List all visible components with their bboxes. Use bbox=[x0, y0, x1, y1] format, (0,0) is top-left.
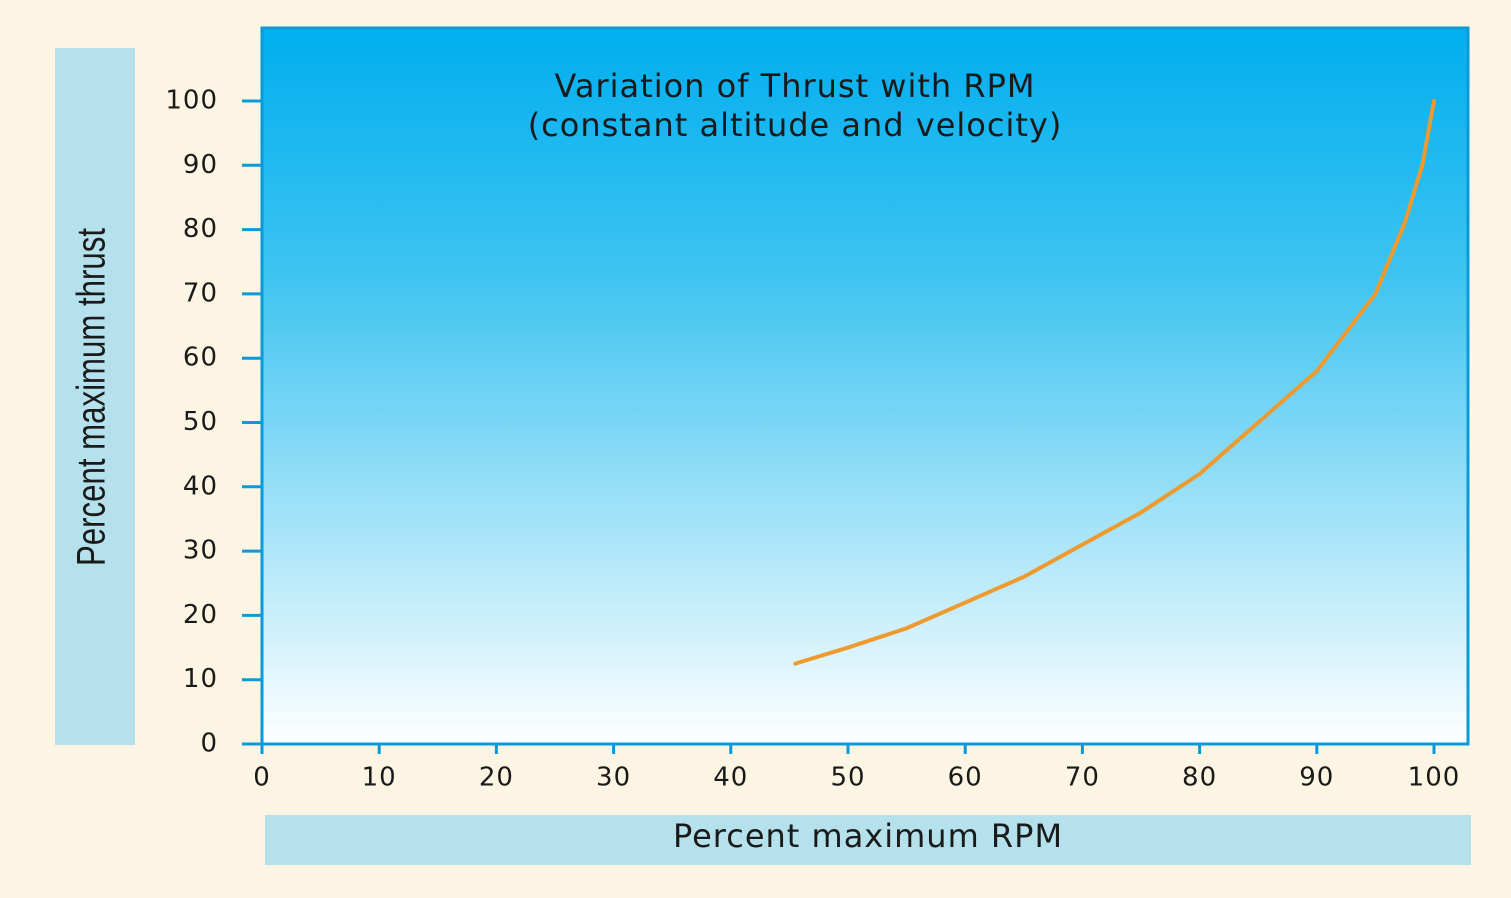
y-tick-label: 90 bbox=[183, 150, 218, 180]
x-axis-label: Percent maximum RPM bbox=[673, 817, 1063, 855]
x-tick-label: 10 bbox=[362, 763, 397, 793]
chart-title: Variation of Thrust with RPM bbox=[554, 67, 1035, 105]
x-tick-label: 0 bbox=[253, 763, 271, 793]
x-tick-label: 100 bbox=[1408, 763, 1461, 793]
y-tick-label: 0 bbox=[200, 729, 218, 759]
y-tick-label: 70 bbox=[183, 278, 218, 308]
x-tick-label: 70 bbox=[1065, 763, 1100, 793]
y-tick-label: 20 bbox=[183, 600, 218, 630]
x-tick-label: 90 bbox=[1299, 763, 1334, 793]
x-tick-label: 30 bbox=[596, 763, 631, 793]
y-axis-label: Percent maximum thrust bbox=[69, 228, 114, 566]
data-line bbox=[793, 99, 1436, 666]
x-tick-label: 20 bbox=[479, 763, 514, 793]
y-tick-label: 30 bbox=[183, 536, 218, 566]
x-tick-label: 40 bbox=[713, 763, 748, 793]
x-tick-label: 80 bbox=[1182, 763, 1217, 793]
x-label-box bbox=[265, 815, 1471, 865]
y-tick-label: 60 bbox=[183, 343, 218, 373]
y-tick-label: 10 bbox=[183, 664, 218, 694]
y-tick-label: 80 bbox=[183, 214, 218, 244]
x-tick-label: 50 bbox=[830, 763, 865, 793]
x-tick-label: 60 bbox=[948, 763, 983, 793]
y-tick-label: 100 bbox=[165, 86, 218, 116]
plot-area bbox=[260, 26, 1470, 746]
y-tick-label: 50 bbox=[183, 407, 218, 437]
y-tick-label: 40 bbox=[183, 471, 218, 501]
y-label-box bbox=[55, 48, 135, 745]
chart-subtitle: (constant altitude and velocity) bbox=[528, 106, 1063, 144]
